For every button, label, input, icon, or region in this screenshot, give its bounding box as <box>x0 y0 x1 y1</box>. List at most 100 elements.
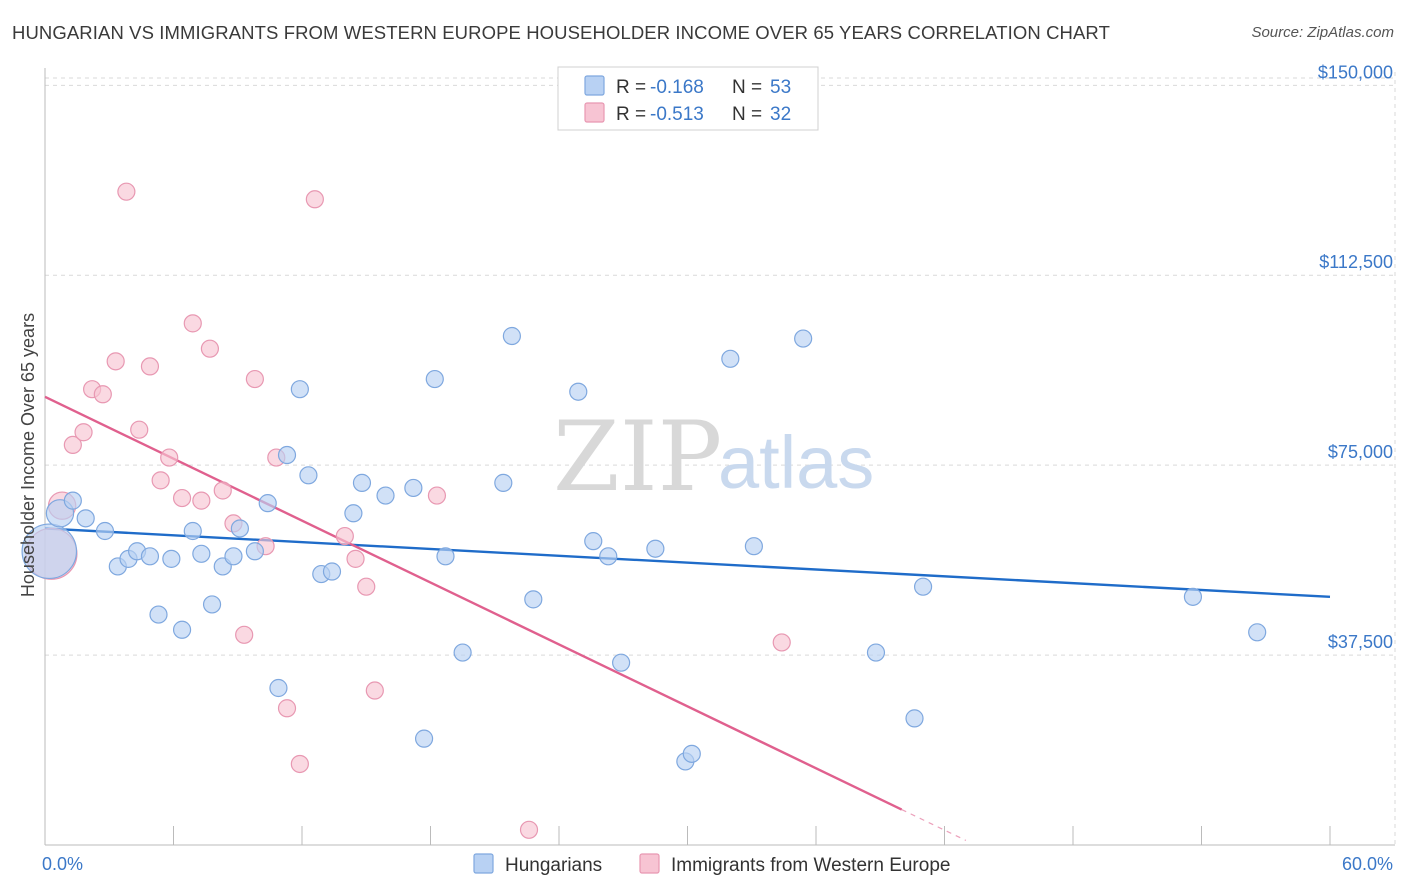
legend-n-value-immigrants: 32 <box>770 104 791 125</box>
hungarians-point-13 <box>192 544 211 563</box>
y-tick-label-0: $37,500 <box>1328 632 1393 652</box>
legend-n-label-immigrants: N = <box>732 104 762 125</box>
hungarians-point-16 <box>224 547 243 566</box>
immigrants-point-26 <box>346 549 365 568</box>
immigrants-point-6 <box>106 352 125 371</box>
immigrants-point-13 <box>183 314 202 333</box>
immigrants-point-9 <box>140 357 160 376</box>
series-legend-swatch-immigrants <box>639 853 660 874</box>
watermark-atlas: atlas <box>718 421 874 504</box>
immigrants-point-31 <box>772 633 791 652</box>
y-tick-label-3: $150,000 <box>1318 62 1393 82</box>
watermark-zip: ZIP <box>553 401 722 513</box>
immigrants-point-24 <box>305 190 324 209</box>
hungarians-point-49 <box>913 577 933 596</box>
immigrants-point-11 <box>160 448 179 467</box>
y-tick-label-2: $112,500 <box>1319 252 1393 272</box>
chart-title: HUNGARIAN VS IMMIGRANTS FROM WESTERN EUR… <box>12 22 1110 43</box>
hungarians-point-8 <box>140 547 160 566</box>
immigrants-point-2 <box>63 435 82 455</box>
legend: R = -0.168 N = 53 R = -0.513 N = 32 <box>557 66 819 131</box>
hungarians-point-44 <box>721 349 740 368</box>
hungarians-point-21 <box>277 445 297 465</box>
immigrants-point-23 <box>290 754 309 774</box>
hungarians-point-10 <box>162 549 181 568</box>
legend-n-label-hungarians: N = <box>732 77 762 98</box>
hungarians-point-45 <box>744 537 763 556</box>
hungarians-point-46 <box>794 329 813 348</box>
hungarians-point-34 <box>494 473 513 492</box>
immigrants-point-29 <box>427 486 447 505</box>
hungarians-point-0 <box>21 523 78 580</box>
data-points <box>21 182 1267 839</box>
legend-swatch-immigrants <box>584 102 605 123</box>
series-legend-swatch-hungarians <box>473 853 494 874</box>
immigrants-point-7 <box>117 182 136 201</box>
x-tick-label-max: 60.0% <box>1342 854 1393 874</box>
immigrants-point-10 <box>151 471 170 490</box>
legend-r-value-immigrants: -0.513 <box>650 104 704 125</box>
hungarians-point-26 <box>344 504 363 523</box>
hungarians-point-50 <box>1183 587 1203 606</box>
hungarians-point-43 <box>682 744 701 763</box>
hungarians-point-17 <box>230 519 249 538</box>
hungarians-point-9 <box>149 605 168 624</box>
watermark: ZIP atlas <box>553 401 874 513</box>
hungarians-point-20 <box>269 678 288 698</box>
hungarians-point-12 <box>183 521 202 541</box>
hungarians-point-25 <box>322 562 342 581</box>
hungarians-point-31 <box>425 369 444 389</box>
immigrants-point-8 <box>130 420 149 439</box>
immigrants-point-27 <box>357 577 376 596</box>
hungarians-point-11 <box>172 620 192 639</box>
y-axis-label: Householder Income Over 65 years <box>18 313 38 597</box>
legend-r-label-immigrants: R = <box>616 104 646 125</box>
hungarians-point-18 <box>245 542 264 561</box>
hungarians-point-35 <box>502 326 521 346</box>
hungarians-point-14 <box>202 595 222 614</box>
immigrants-point-16 <box>213 481 232 500</box>
immigrants-point-28 <box>365 681 384 700</box>
hungarians-point-38 <box>584 532 603 551</box>
hungarians-point-30 <box>414 729 434 748</box>
axes <box>44 68 1395 846</box>
immigrants-trend-line <box>44 395 903 811</box>
x-tick-label-min: 0.0% <box>42 854 83 874</box>
source-label: Source: ZipAtlas.com <box>1251 24 1394 41</box>
hungarians-point-51 <box>1248 623 1267 642</box>
hungarians-point-37 <box>569 382 588 401</box>
hungarians-point-40 <box>612 653 631 672</box>
hungarians-point-19 <box>258 494 277 513</box>
hungarians-point-48 <box>905 709 924 728</box>
immigrants-point-5 <box>93 385 112 404</box>
legend-r-value-hungarians: -0.168 <box>650 77 704 98</box>
immigrants-point-22 <box>277 699 297 718</box>
y-tick-labels: $37,500 $75,000 $112,500 $150,000 <box>1318 62 1393 652</box>
legend-swatch-hungarians <box>584 75 605 96</box>
hungarians-point-39 <box>599 547 618 566</box>
hungarians-point-28 <box>376 486 395 505</box>
hungarians-point-27 <box>352 473 372 492</box>
legend-n-value-hungarians: 53 <box>770 77 791 98</box>
hungarians-point-29 <box>404 478 423 498</box>
immigrants-point-14 <box>192 491 211 510</box>
immigrants-point-3 <box>74 423 93 442</box>
immigrants-point-18 <box>235 625 254 644</box>
hungarians-point-47 <box>866 643 886 662</box>
hungarians-point-22 <box>290 380 309 399</box>
series-legend-label-immigrants: Immigrants from Western Europe <box>671 855 950 876</box>
immigrants-point-25 <box>335 526 354 546</box>
series-legend-label-hungarians: Hungarians <box>505 855 602 876</box>
hungarians-point-41 <box>646 539 665 558</box>
immigrants-point-12 <box>172 488 192 508</box>
hungarians-point-33 <box>453 643 472 662</box>
immigrants-point-15 <box>200 339 220 358</box>
hungarians-point-3 <box>76 509 95 528</box>
hungarians-point-4 <box>95 521 115 541</box>
immigrants-point-19 <box>245 369 264 389</box>
legend-r-label-hungarians: R = <box>616 77 646 98</box>
hungarians-point-36 <box>524 590 543 609</box>
immigrants-point-30 <box>519 820 539 839</box>
immigrants-trend-extension <box>901 809 967 841</box>
